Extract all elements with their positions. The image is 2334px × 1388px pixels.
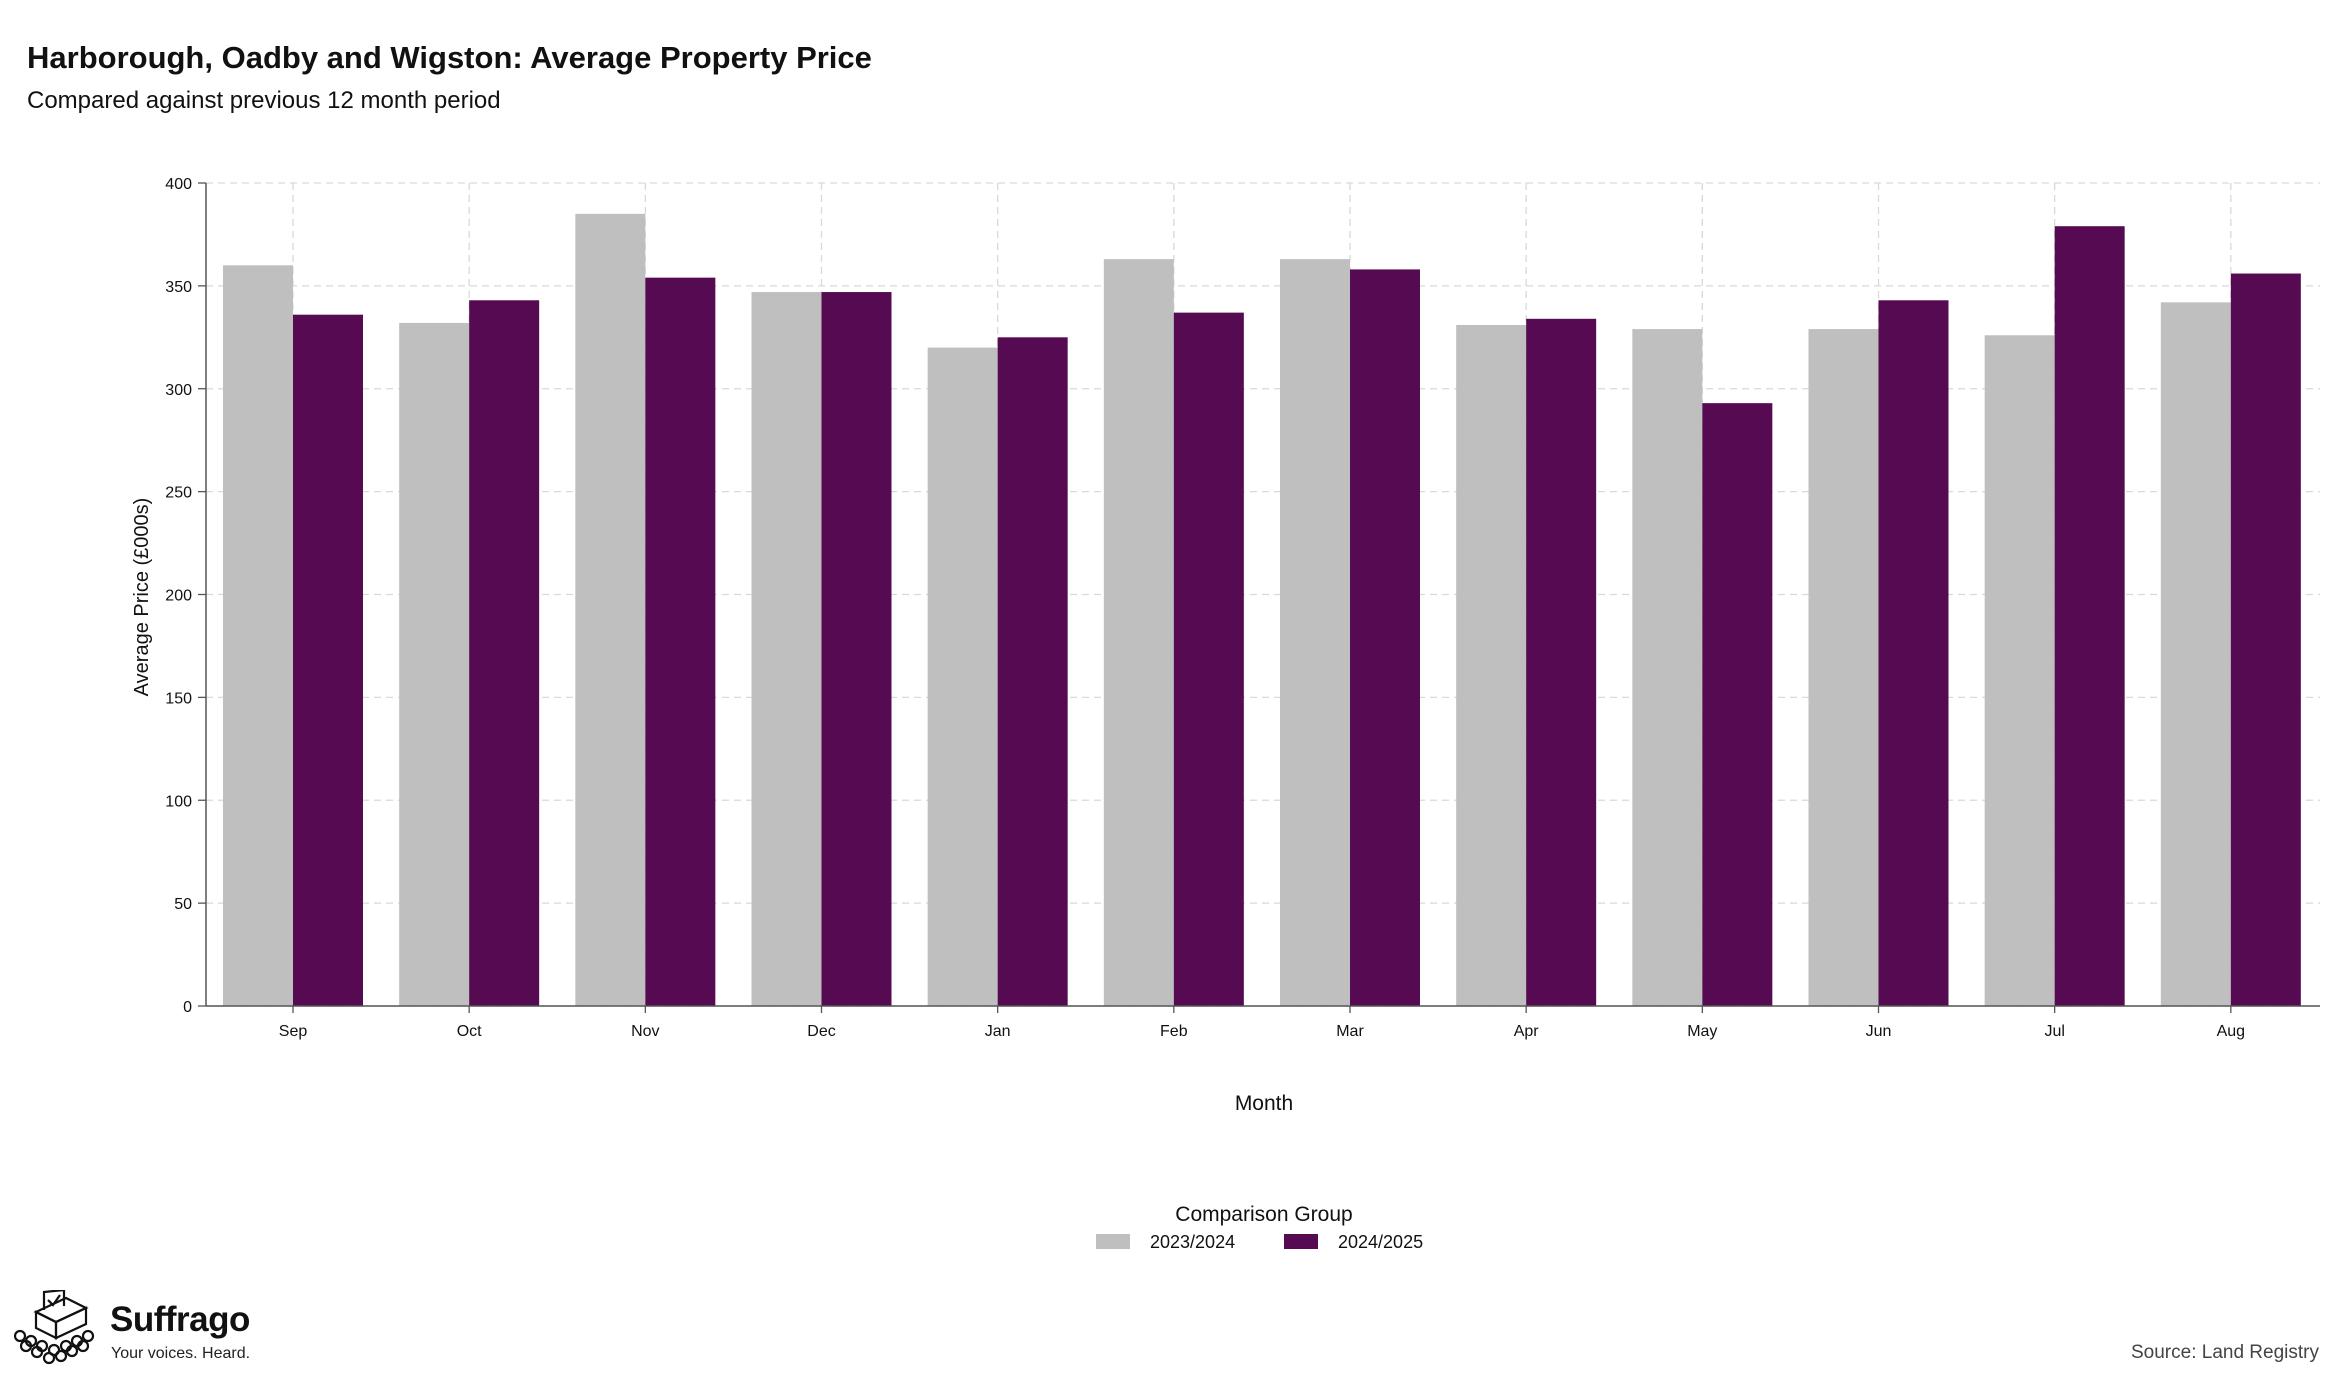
bar-2023-2024-aug [2160, 302, 2231, 1007]
y-tick-label: 400 [165, 176, 192, 193]
bar-2024-2025-jun [1878, 300, 1949, 1007]
source-note: Source: Land Registry [2131, 1342, 2319, 1363]
bar-2024-2025-jan [997, 337, 1068, 1006]
bar-2024-2025-apr [1526, 318, 1597, 1006]
x-tick-label: Jan [985, 1023, 1011, 1040]
bar-2024-2025-dec [821, 292, 892, 1006]
x-tick-label: Aug [2217, 1023, 2245, 1040]
bar-2023-2024-mar [1280, 259, 1350, 1006]
legend-label: 2023/2024 [1150, 1232, 1235, 1252]
axes [198, 182, 2320, 1013]
bar-2023-2024-oct [399, 322, 470, 1006]
y-tick-label: 50 [174, 896, 192, 913]
y-tick-label: 0 [183, 999, 192, 1016]
x-axis-title: Month [1235, 1092, 1293, 1115]
bar-2024-2025-sep [293, 314, 363, 1006]
bar-2024-2025-nov [645, 277, 716, 1006]
y-axis-title: Average Price (£000s) [131, 498, 153, 697]
x-tick-label: Dec [807, 1023, 835, 1040]
brand-tagline: Your voices. Heard. [111, 1345, 251, 1362]
x-tick-label: Oct [457, 1023, 482, 1040]
bar-2024-2025-may [1702, 403, 1773, 1007]
legend-swatch [1284, 1234, 1318, 1249]
bar-2024-2025-mar [1350, 269, 1420, 1006]
bar-2024-2025-aug [2230, 273, 2301, 1006]
bar-2023-2024-apr [1456, 324, 1527, 1006]
bar-2023-2024-sep [223, 265, 293, 1006]
suffrago-logo-icon [14, 1290, 95, 1365]
x-tick-label: Sep [279, 1023, 308, 1040]
tick-labels: 0 50 100 150 200 250 300 350 400 Sep Oct Nov Dec Jan F… [165, 176, 2245, 1040]
chart-subtitle: Compared against previous 12 month perio… [27, 87, 501, 114]
bar-2023-2024-jan [927, 347, 998, 1007]
x-tick-label: May [1687, 1023, 1717, 1040]
legend: Comparison Group 2023/2024 2024/2025 [1096, 1203, 1423, 1252]
bar-2023-2024-nov [575, 213, 646, 1007]
x-tick-label: Nov [631, 1023, 659, 1040]
y-tick-label: 350 [165, 279, 192, 296]
y-tick-label: 200 [165, 588, 192, 605]
y-tick-label: 300 [165, 382, 192, 399]
legend-title: Comparison Group [1175, 1203, 1352, 1226]
bar-2023-2024-jun [1808, 329, 1879, 1006]
x-tick-label: Mar [1336, 1023, 1364, 1040]
brand-name: Suffrago [110, 1300, 250, 1339]
x-tick-label: Jul [2044, 1023, 2064, 1040]
bar-2023-2024-may [1632, 329, 1703, 1006]
x-tick-label: Apr [1514, 1023, 1540, 1040]
chart-title: Harborough, Oadby and Wigston: Average P… [27, 40, 872, 75]
legend-swatch [1096, 1234, 1130, 1249]
bar-2024-2025-jul [2054, 226, 2125, 1006]
y-tick-label: 250 [165, 485, 192, 502]
bars [223, 213, 2301, 1007]
y-tick-label: 150 [165, 690, 192, 707]
bar-2023-2024-jul [1984, 335, 2055, 1006]
x-tick-label: Jun [1866, 1023, 1892, 1040]
bar-2023-2024-feb [1103, 259, 1174, 1006]
y-tick-label: 100 [165, 793, 192, 810]
bar-2024-2025-oct [469, 300, 540, 1007]
x-tick-label: Feb [1160, 1023, 1188, 1040]
bar-2024-2025-feb [1173, 312, 1244, 1006]
legend-label: 2024/2025 [1338, 1232, 1423, 1252]
bar-2023-2024-dec [751, 292, 822, 1006]
